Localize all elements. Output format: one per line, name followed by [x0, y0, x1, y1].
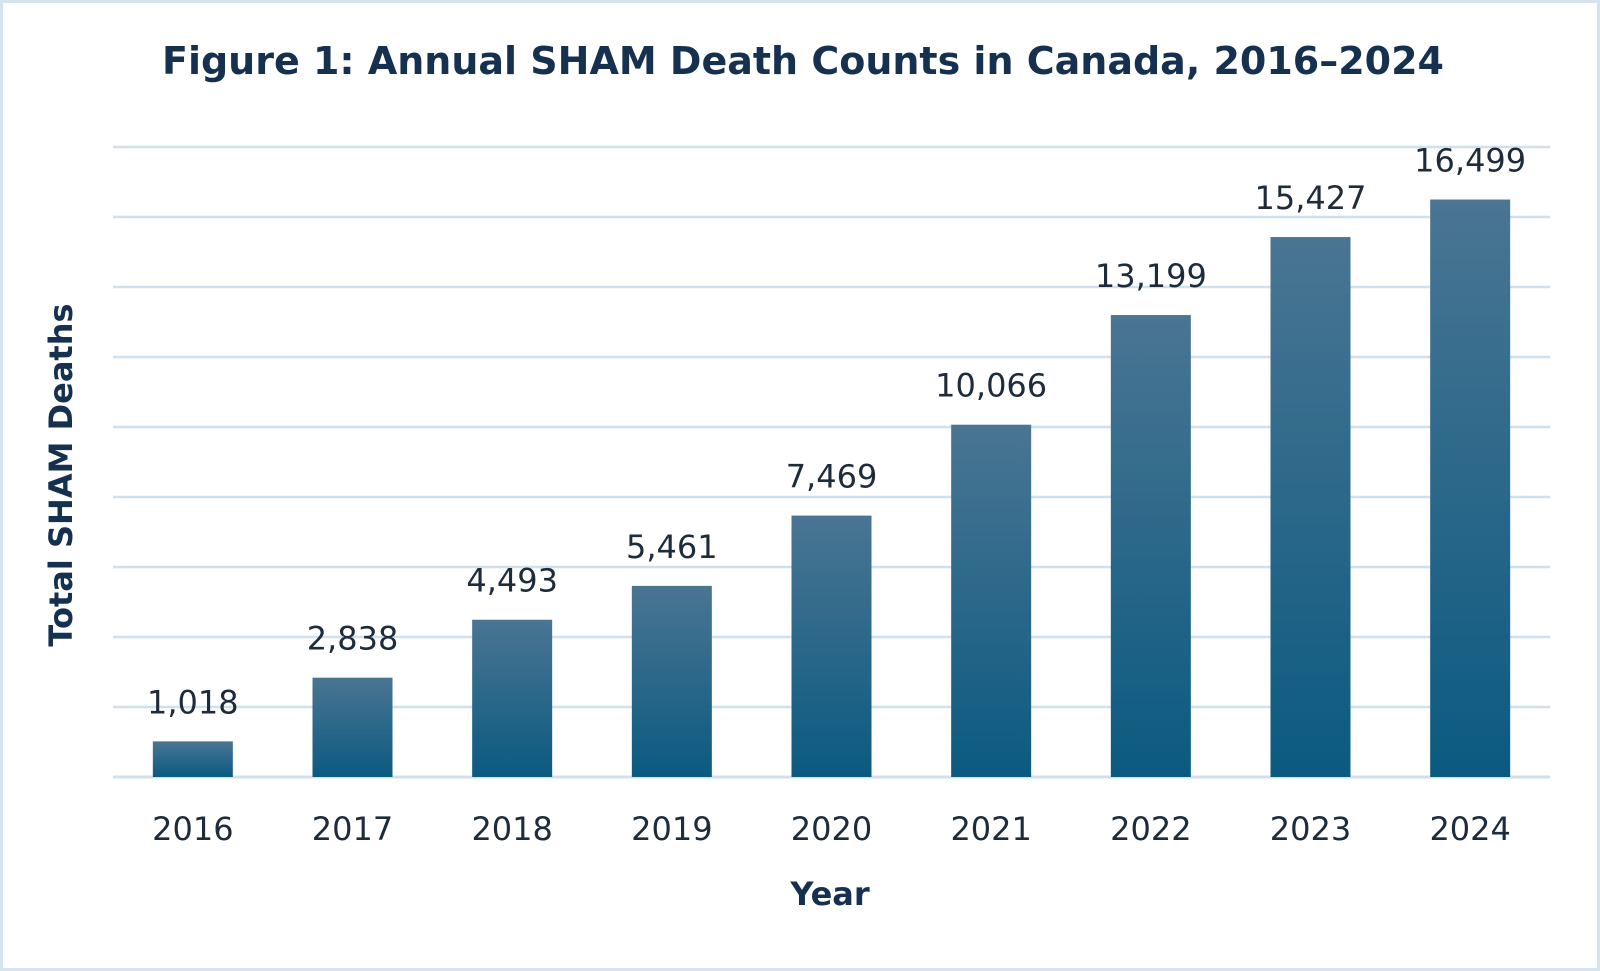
- bar-2019: [631, 585, 712, 777]
- data-label-2018: 4,493: [466, 562, 558, 600]
- data-labels: 1,018 2,838 4,493 5,461 7,469 10,066 13,199 15,…: [147, 142, 1526, 722]
- data-label-2024: 16,499: [1414, 142, 1526, 180]
- bar-2022: [1110, 315, 1191, 777]
- x-tick-2016: 2016: [152, 810, 233, 848]
- data-label-2023: 15,427: [1255, 179, 1367, 217]
- bar-2024: [1430, 199, 1511, 777]
- bar-2023: [1270, 237, 1351, 777]
- data-label-2016: 1,018: [147, 683, 239, 721]
- y-axis-label: Total SHAM Deaths: [42, 303, 80, 646]
- x-tick-2023: 2023: [1270, 810, 1351, 848]
- x-tick-2021: 2021: [950, 810, 1031, 848]
- data-label-2020: 7,469: [786, 458, 878, 496]
- bar-2018: [472, 619, 553, 777]
- data-label-2019: 5,461: [626, 528, 718, 566]
- bar-2016: [152, 741, 233, 777]
- x-axis-label: Year: [789, 875, 870, 913]
- bar-2017: [312, 677, 393, 777]
- chart-title: Figure 1: Annual SHAM Death Counts in Ca…: [161, 39, 1445, 83]
- bars: [152, 199, 1511, 777]
- data-label-2021: 10,066: [935, 367, 1047, 405]
- bar-2020: [791, 515, 872, 777]
- x-tick-2019: 2019: [631, 810, 712, 848]
- x-tick-2018: 2018: [471, 810, 552, 848]
- data-label-2022: 13,199: [1095, 257, 1207, 295]
- data-label-2017: 2,838: [307, 620, 399, 658]
- x-tick-2017: 2017: [312, 810, 393, 848]
- bar-2021: [951, 424, 1032, 777]
- x-tick-labels: 2016 2017 2018 2019 2020 2021 2022 2023 2024: [152, 810, 1511, 848]
- x-tick-2024: 2024: [1429, 810, 1510, 848]
- x-tick-2022: 2022: [1110, 810, 1191, 848]
- x-tick-2020: 2020: [791, 810, 872, 848]
